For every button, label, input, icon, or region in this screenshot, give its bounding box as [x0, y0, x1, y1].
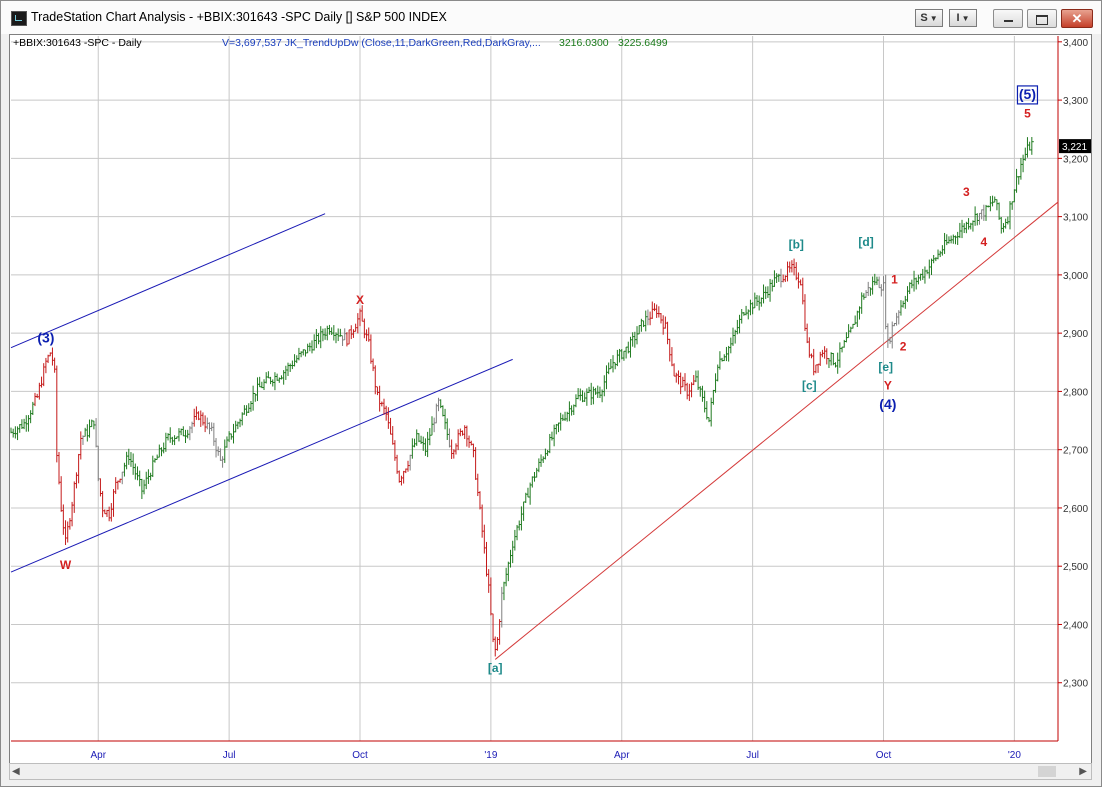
time-axis-label: Oct [352, 750, 368, 761]
price-axis-label: 2,900 [1063, 329, 1088, 340]
price-axis-label: 2,800 [1063, 387, 1088, 398]
chart-app-icon [11, 11, 27, 26]
wave-label: [e] [878, 360, 893, 374]
trendline [494, 201, 1059, 660]
scrollbar-thumb[interactable] [1038, 766, 1056, 777]
price-axis-label: 3,400 [1063, 38, 1088, 49]
minimize-button[interactable] [993, 9, 1023, 28]
wave-label: 3 [963, 185, 970, 199]
wave-label: (3) [37, 329, 54, 345]
wave-label: X [356, 293, 364, 307]
price-chart-area[interactable]: Apr Jul Oct '19 Apr Jul Oct '20 3,400 3,300 3,200 3… [9, 34, 1092, 764]
symbol-link-s-button[interactable]: S ▼ [915, 9, 943, 27]
indicator-value-2: 3225.6499 [618, 37, 668, 49]
chevron-down-icon: ▼ [929, 14, 938, 23]
time-axis-label: Oct [876, 750, 892, 761]
channel-upper-line [10, 213, 326, 349]
scroll-left-icon[interactable]: ◀ [12, 766, 20, 777]
wave-label: (5) [1019, 86, 1036, 102]
price-axis-label: 3,100 [1063, 213, 1088, 224]
time-axis-label: '20 [1008, 750, 1021, 761]
maximize-icon [1036, 15, 1048, 25]
time-axis-label: '19 [484, 750, 497, 761]
indicator-status-label: V=3,697,537 JK_TrendUpDw (Close,11,DarkG… [222, 37, 541, 49]
symbol-status-label: +BBIX:301643 -SPC - Daily [13, 37, 142, 49]
wave-label: Y [884, 379, 892, 393]
channel-lower-line [10, 358, 513, 573]
wave-label-box [1016, 85, 1039, 105]
price-axis-label: 3,000 [1063, 271, 1088, 282]
indicator-value-1: 3216.0300 [559, 37, 609, 49]
wave-label: 5 [1024, 107, 1031, 121]
wave-label: (4) [879, 396, 896, 412]
wave-label: [b] [789, 238, 804, 252]
price-axis-label: 2,500 [1063, 562, 1088, 573]
close-button[interactable]: ✕ [1061, 9, 1093, 28]
close-icon: ✕ [1071, 11, 1083, 26]
scroll-right-icon[interactable]: ▶ [1079, 766, 1087, 777]
time-axis-label: Apr [614, 750, 630, 761]
price-axis-label: 3,200 [1063, 154, 1088, 165]
time-axis-label: Apr [90, 750, 106, 761]
wave-label: W [60, 558, 72, 572]
horizontal-scrollbar[interactable]: ◀ ▶ [9, 763, 1092, 780]
wave-label: [d] [858, 235, 873, 249]
chevron-down-icon: ▼ [961, 14, 970, 23]
maximize-button[interactable] [1027, 9, 1057, 28]
price-axis-label: 2,400 [1063, 620, 1088, 631]
interval-link-i-button[interactable]: I ▼ [949, 9, 977, 27]
minimize-icon [1004, 20, 1013, 22]
time-axis-label: Jul [223, 750, 236, 761]
window-title: TradeStation Chart Analysis - +BBIX:3016… [31, 10, 447, 24]
price-axis-label: 2,700 [1063, 446, 1088, 457]
wave-label: [a] [488, 661, 503, 675]
last-price-marker [1059, 139, 1091, 154]
price-axis-label: 3,300 [1063, 96, 1088, 107]
title-bar[interactable]: TradeStation Chart Analysis - +BBIX:3016… [1, 1, 1101, 34]
price-chart-svg[interactable]: Apr Jul Oct '19 Apr Jul Oct '203,4003,3003,2003… [10, 35, 1091, 763]
wave-label: [c] [802, 379, 817, 393]
price-axis-label: 2,300 [1063, 679, 1088, 690]
price-axis-label: 2,600 [1063, 504, 1088, 515]
price-bars [10, 137, 1034, 657]
wave-label: 2 [900, 340, 907, 354]
wave-label: 4 [980, 235, 987, 249]
time-axis-label: Jul [746, 750, 759, 761]
last-price-label: 3,221 [1062, 142, 1087, 153]
wave-label: 1 [891, 273, 898, 287]
s-button-label: S [920, 12, 928, 24]
i-button-label: I [956, 12, 960, 24]
